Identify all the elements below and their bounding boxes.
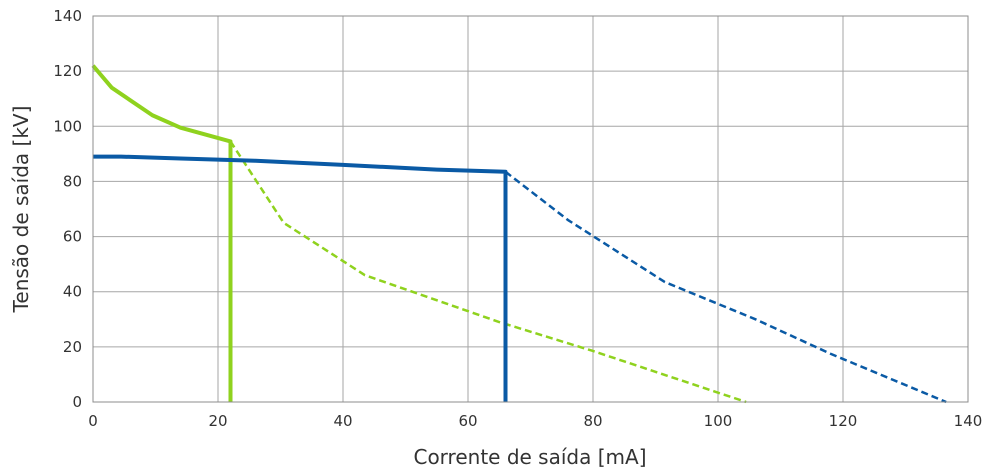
y-axis-title: Tensão de saída [kV] (9, 106, 33, 314)
grid (93, 16, 968, 402)
x-tick-label: 80 (583, 412, 602, 430)
y-tick-label: 120 (53, 62, 82, 80)
x-tick-label: 60 (458, 412, 477, 430)
y-tick-label: 80 (63, 172, 82, 190)
series-lines (91, 64, 947, 404)
series-line-4 (504, 170, 947, 404)
y-tick-label: 140 (53, 7, 82, 25)
x-tick-label: 20 (208, 412, 227, 430)
x-axis-title: Corrente de saída [mA] (413, 445, 646, 468)
y-tick-label: 40 (63, 283, 82, 301)
y-tick-label: 20 (63, 338, 82, 356)
y-axis-ticks: 0 20 40 60 80 100 120 140 (53, 7, 82, 411)
y-tick-label: 60 (63, 228, 82, 246)
x-axis-ticks: 0 20 40 60 80 100 120 140 (88, 412, 982, 430)
x-tick-label: 0 (88, 412, 98, 430)
series-line-3 (93, 154, 508, 402)
x-tick-label: 40 (333, 412, 352, 430)
x-tick-label: 120 (829, 412, 858, 430)
x-tick-label: 100 (704, 412, 733, 430)
y-tick-label: 100 (53, 117, 82, 135)
series-line-2 (229, 140, 747, 404)
x-tick-label: 140 (954, 412, 983, 430)
y-tick-label: 0 (72, 393, 82, 411)
series-line-1 (91, 64, 233, 402)
plot-frame (92, 15, 969, 403)
